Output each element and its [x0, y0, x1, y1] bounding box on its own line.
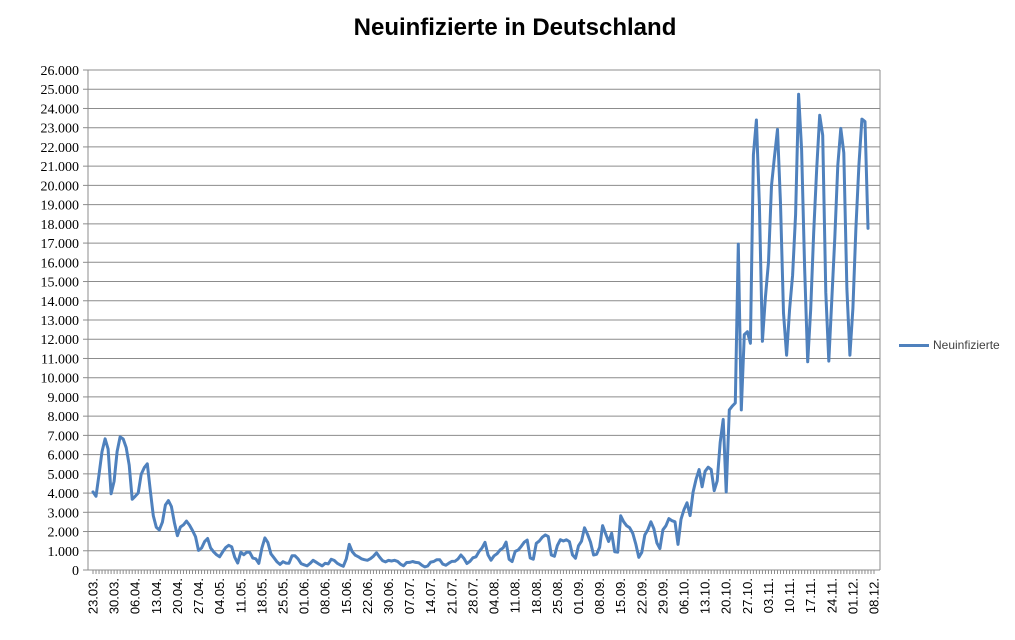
y-axis-tick-label: 6.000 — [48, 449, 80, 464]
y-axis-tick-label: 18.000 — [41, 218, 80, 233]
x-axis-tick-label: 30.06. — [381, 578, 396, 614]
y-axis-tick-label: 23.000 — [41, 122, 80, 137]
data-line-neuinfizierte — [91, 92, 870, 569]
x-axis-tick-label: 04.05. — [212, 578, 227, 614]
x-axis-tick-label: 20.04. — [170, 578, 185, 614]
y-axis-tick-label: 16.000 — [41, 256, 80, 271]
x-axis-tick-label: 22.09. — [634, 578, 649, 614]
y-axis-tick-label: 8.000 — [48, 410, 80, 425]
y-axis-tick-label: 24.000 — [41, 102, 80, 117]
x-axis-tick-label: 21.07. — [444, 578, 459, 614]
x-axis-tick-label: 08.09. — [592, 578, 607, 614]
x-axis-tick-label: 29.09. — [655, 578, 670, 614]
x-axis-tick-label: 25.05. — [275, 578, 290, 614]
x-axis-tick-label: 27.10. — [740, 578, 755, 614]
x-axis-tick-label: 22.06. — [360, 578, 375, 614]
y-axis-tick-label: 20.000 — [41, 179, 80, 194]
x-axis-tick-label: 04.08. — [487, 578, 502, 614]
legend-line-swatch — [899, 343, 929, 347]
y-axis-tick-label: 2.000 — [48, 526, 80, 541]
x-axis-tick-label: 15.06. — [339, 578, 354, 614]
x-axis-tick-label: 24.11. — [824, 578, 839, 613]
x-axis-tick-label: 28.07. — [465, 578, 480, 614]
x-axis-tick-label: 15.09. — [613, 578, 628, 614]
y-axis-tick-label: 5.000 — [48, 468, 80, 483]
x-axis-tick-label: 20.10. — [719, 578, 734, 614]
y-axis-tick-label: 1.000 — [48, 545, 80, 560]
x-axis-tick-label: 01.06. — [297, 578, 312, 614]
y-axis-tick-label: 17.000 — [41, 237, 80, 252]
x-axis-tick-label: 25.08. — [550, 578, 565, 614]
y-axis-tick-label: 22.000 — [41, 141, 80, 156]
y-axis-tick-label: 12.000 — [41, 333, 80, 348]
x-axis-tick-label: 18.08. — [529, 578, 544, 614]
x-axis-tick-label: 01.12. — [845, 578, 860, 614]
y-axis-tick-label: 9.000 — [48, 391, 80, 406]
y-axis-tick-label: 21.000 — [41, 160, 80, 175]
chart-title: Neuinfizierte in Deutschland — [353, 14, 677, 41]
legend-label: Neuinfizierte — [933, 338, 1000, 352]
y-axis-tick-label: 3.000 — [48, 506, 80, 521]
y-axis-tick-label: 11.000 — [41, 352, 79, 367]
y-axis-tick-label: 15.000 — [41, 276, 80, 291]
y-axis-tick-label: 10.000 — [41, 372, 80, 387]
x-axis-tick-label: 13.04. — [149, 578, 164, 614]
y-axis-tick-label: 14.000 — [41, 295, 80, 310]
y-axis-tick-label: 25.000 — [41, 83, 80, 98]
x-axis-tick-label: 13.10. — [698, 578, 713, 614]
x-axis-tick-label: 06.04. — [128, 578, 143, 614]
x-axis-tick-label: 08.06. — [318, 578, 333, 614]
x-axis-tick-label: 01.09. — [571, 578, 586, 614]
x-axis-tick-label: 27.04. — [191, 578, 206, 614]
y-axis-tick-label: 4.000 — [48, 487, 80, 502]
x-axis-tick-label: 17.11. — [803, 578, 818, 613]
y-axis-tick-label: 13.000 — [41, 314, 80, 329]
x-axis-tick-label: 10.11. — [782, 578, 797, 613]
x-axis-tick-label: 07.07. — [402, 578, 417, 614]
y-axis-tick-label: 26.000 — [41, 64, 80, 79]
x-axis-tick-label: 11.05. — [233, 578, 248, 613]
x-axis-tick-label: 11.08. — [508, 578, 523, 613]
x-axis-tick-label: 14.07. — [423, 578, 438, 614]
y-axis-tick-label: 0 — [72, 564, 79, 579]
legend: Neuinfizierte — [899, 338, 1000, 352]
x-axis-tick-label: 18.05. — [254, 578, 269, 614]
x-axis-tick-label: 30.03. — [107, 578, 122, 614]
x-axis-tick-label: 23.03. — [86, 578, 101, 614]
y-axis-tick-label: 19.000 — [41, 199, 80, 214]
x-axis-tick-label: 08.12. — [867, 578, 882, 614]
x-axis-tick-label: 06.10. — [677, 578, 692, 614]
x-axis-tick-label: 03.11. — [761, 578, 776, 613]
y-axis-tick-label: 7.000 — [48, 429, 80, 444]
